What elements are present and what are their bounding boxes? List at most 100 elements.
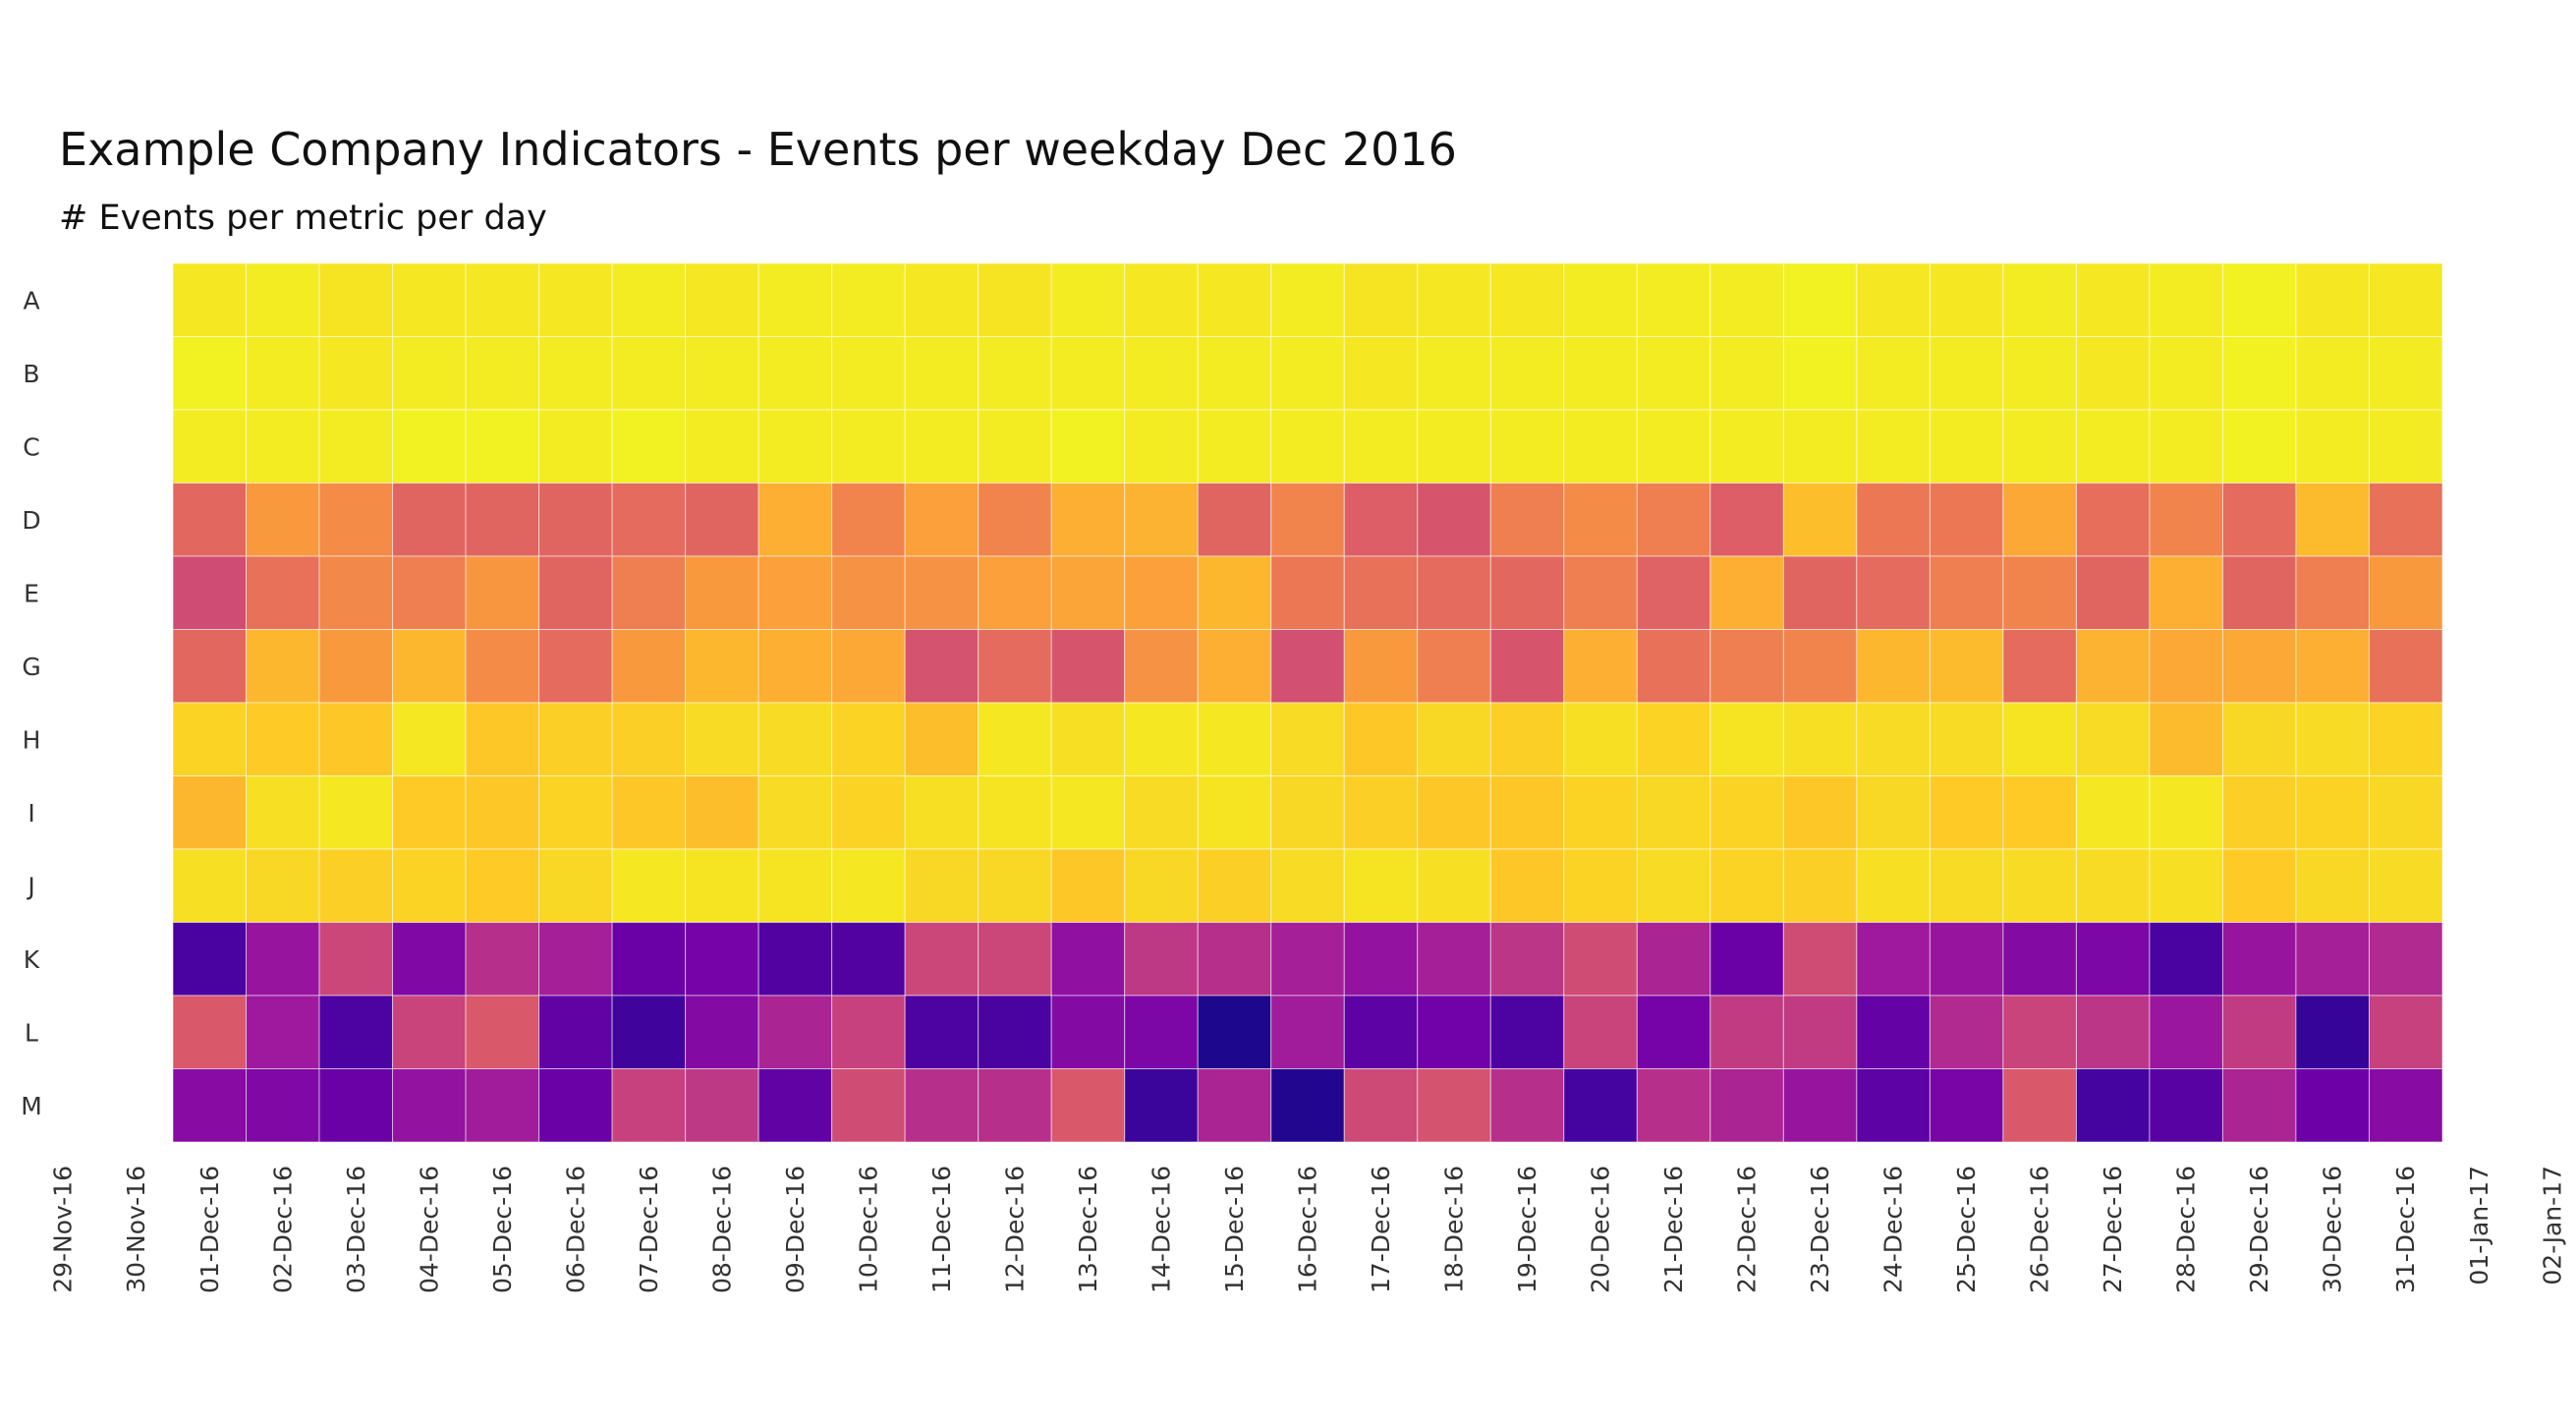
heatmap-cell-H-05-Dec-16	[465, 702, 540, 776]
heatmap-cell-M-13-Dec-16	[1050, 1068, 1126, 1143]
heatmap-cell-K-23-Dec-16	[1782, 922, 1858, 997]
heatmap-cell-B-13-Dec-16	[1050, 336, 1126, 411]
heatmap-cell-D-13-Dec-16	[1050, 483, 1126, 557]
heatmap-cell-I-11-Dec-16	[904, 775, 980, 850]
heatmap-cell-H-10-Dec-16	[831, 702, 906, 776]
heatmap-cell-D-23-Dec-16	[1782, 483, 1858, 557]
heatmap-cell-D-05-Dec-16	[465, 483, 540, 557]
heatmap-cell-B-27-Dec-16	[2075, 336, 2151, 411]
heatmap-cell-I-04-Dec-16	[392, 775, 467, 850]
heatmap-cell-C-20-Dec-16	[1563, 409, 1638, 484]
heatmap-cell-A-25-Dec-16	[1929, 262, 2004, 337]
heatmap-cell-E-17-Dec-16	[1343, 555, 1419, 630]
heatmap-cell-A-18-Dec-16	[1417, 262, 1491, 337]
heatmap-cell-G-25-Dec-16	[1929, 629, 2004, 704]
heatmap-cell-D-06-Dec-16	[538, 483, 613, 557]
heatmap-cell-M-06-Dec-16	[538, 1068, 613, 1143]
heatmap-cell-B-24-Dec-16	[1856, 336, 1931, 411]
heatmap-cell-B-17-Dec-16	[1343, 336, 1419, 411]
x-tick-label-28-Dec-16: 28-Dec-16	[2172, 1166, 2201, 1293]
heatmap-cell-L-05-Dec-16	[465, 995, 540, 1069]
heatmap-cell-M-21-Dec-16	[1636, 1068, 1711, 1143]
heatmap-cell-L-14-Dec-16	[1124, 995, 1199, 1069]
y-tick-label-L: L	[25, 1018, 38, 1047]
heatmap-cell-C-09-Dec-16	[757, 409, 833, 484]
heatmap-cell-J-18-Dec-16	[1417, 848, 1491, 923]
y-tick-label-K: K	[24, 945, 40, 974]
heatmap-cell-J-05-Dec-16	[465, 848, 540, 923]
heatmap-cell-H-27-Dec-16	[2075, 702, 2151, 776]
heatmap-cell-L-23-Dec-16	[1782, 995, 1858, 1069]
heatmap-cell-J-30-Dec-16	[2295, 848, 2370, 923]
x-tick-label-26-Dec-16: 26-Dec-16	[2026, 1166, 2054, 1293]
x-tick-label-14-Dec-16: 14-Dec-16	[1147, 1166, 1175, 1293]
heatmap-cell-H-01-Dec-16	[172, 702, 248, 776]
heatmap-cell-M-07-Dec-16	[611, 1068, 687, 1143]
heatmap-cell-E-24-Dec-16	[1856, 555, 1931, 630]
heatmap-cell-L-29-Dec-16	[2221, 995, 2297, 1069]
heatmap-cell-K-18-Dec-16	[1417, 922, 1491, 997]
heatmap-cell-I-29-Dec-16	[2221, 775, 2297, 850]
heatmap-cell-L-18-Dec-16	[1417, 995, 1491, 1069]
heatmap-cell-C-06-Dec-16	[538, 409, 613, 484]
heatmap-cell-I-19-Dec-16	[1489, 775, 1565, 850]
heatmap-cell-L-17-Dec-16	[1343, 995, 1419, 1069]
heatmap-cell-J-21-Dec-16	[1636, 848, 1711, 923]
x-tick-label-30-Nov-16: 30-Nov-16	[122, 1166, 150, 1293]
heatmap-cell-H-25-Dec-16	[1929, 702, 2004, 776]
heatmap-cell-M-03-Dec-16	[318, 1068, 394, 1143]
heatmap-cell-E-23-Dec-16	[1782, 555, 1858, 630]
x-tick-label-24-Dec-16: 24-Dec-16	[1879, 1166, 1908, 1293]
heatmap-cell-E-15-Dec-16	[1197, 555, 1272, 630]
x-tick-label-11-Dec-16: 11-Dec-16	[927, 1166, 956, 1293]
heatmap-cell-H-22-Dec-16	[1709, 702, 1784, 776]
heatmap-cell-H-26-Dec-16	[2002, 702, 2077, 776]
heatmap-cell-L-22-Dec-16	[1709, 995, 1784, 1069]
heatmap-cell-H-31-Dec-16	[2368, 702, 2443, 776]
heatmap-cell-J-07-Dec-16	[611, 848, 687, 923]
heatmap-cell-B-19-Dec-16	[1489, 336, 1565, 411]
heatmap-cell-H-19-Dec-16	[1489, 702, 1565, 776]
y-axis-labels: A B C D E G H I J K L M	[21, 286, 42, 1120]
heatmap-cell-K-06-Dec-16	[538, 922, 613, 997]
heatmap-cell-M-15-Dec-16	[1197, 1068, 1272, 1143]
heatmap-cell-C-23-Dec-16	[1782, 409, 1858, 484]
heatmap-cell-C-16-Dec-16	[1270, 409, 1345, 484]
heatmap-cell-C-22-Dec-16	[1709, 409, 1784, 484]
heatmap-cell-M-04-Dec-16	[392, 1068, 467, 1143]
heatmap-cell-G-01-Dec-16	[172, 629, 248, 704]
heatmap-cell-A-03-Dec-16	[318, 262, 394, 337]
heatmap-cell-E-13-Dec-16	[1050, 555, 1126, 630]
heatmap-cell-I-03-Dec-16	[318, 775, 394, 850]
heatmap-cell-A-20-Dec-16	[1563, 262, 1638, 337]
heatmap-cell-K-30-Dec-16	[2295, 922, 2370, 997]
heatmap-cell-G-16-Dec-16	[1270, 629, 1345, 704]
heatmap-cell-G-29-Dec-16	[2221, 629, 2297, 704]
heatmap-cell-H-06-Dec-16	[538, 702, 613, 776]
heatmap-cell-D-11-Dec-16	[904, 483, 980, 557]
heatmap-cell-L-09-Dec-16	[757, 995, 833, 1069]
heatmap-cell-C-08-Dec-16	[685, 409, 759, 484]
heatmap-cell-C-27-Dec-16	[2075, 409, 2151, 484]
x-tick-label-31-Dec-16: 31-Dec-16	[2391, 1166, 2420, 1293]
x-tick-label-08-Dec-16: 08-Dec-16	[707, 1166, 736, 1293]
heatmap-cell-G-15-Dec-16	[1197, 629, 1272, 704]
y-tick-label-E: E	[24, 579, 39, 607]
heatmap-cell-C-04-Dec-16	[392, 409, 467, 484]
heatmap-cell-J-14-Dec-16	[1124, 848, 1199, 923]
heatmap-cell-G-03-Dec-16	[318, 629, 394, 704]
heatmap-cell-G-26-Dec-16	[2002, 629, 2077, 704]
x-tick-label-09-Dec-16: 09-Dec-16	[781, 1166, 810, 1293]
heatmap-cell-G-24-Dec-16	[1856, 629, 1931, 704]
heatmap-cell-D-07-Dec-16	[611, 483, 687, 557]
heatmap-cell-K-04-Dec-16	[392, 922, 467, 997]
heatmap-cell-D-04-Dec-16	[392, 483, 467, 557]
heatmap-cell-J-20-Dec-16	[1563, 848, 1638, 923]
heatmap-cell-A-26-Dec-16	[2002, 262, 2077, 337]
heatmap-cell-M-17-Dec-16	[1343, 1068, 1419, 1143]
heatmap-cell-A-28-Dec-16	[2149, 262, 2223, 337]
heatmap-cell-H-16-Dec-16	[1270, 702, 1345, 776]
heatmap-cell-A-12-Dec-16	[978, 262, 1052, 337]
heatmap-cell-E-11-Dec-16	[904, 555, 980, 630]
